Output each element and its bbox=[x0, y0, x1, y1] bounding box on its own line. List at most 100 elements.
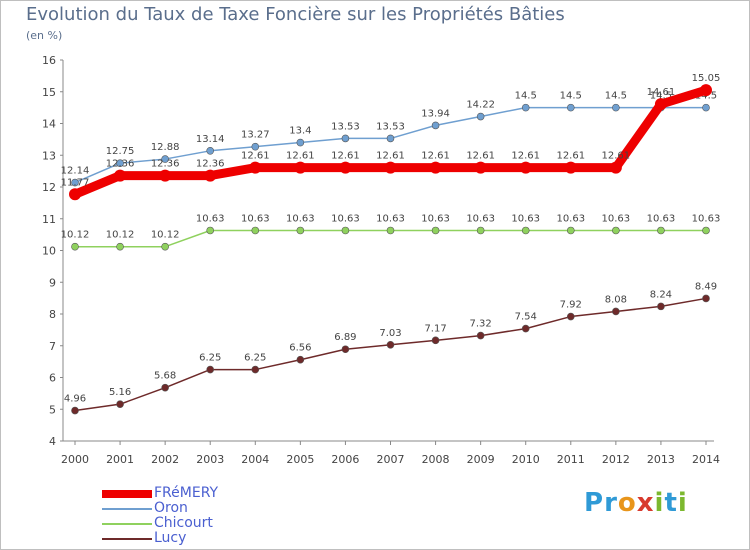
data-point-frmery bbox=[249, 161, 262, 174]
data-point-frmery bbox=[384, 161, 397, 174]
y-tick-label: 11 bbox=[42, 213, 56, 226]
data-label-oron: 13.94 bbox=[421, 108, 450, 119]
data-label-chicourt: 10.63 bbox=[286, 213, 315, 224]
data-point-lucy bbox=[71, 406, 79, 415]
data-point-frmery bbox=[114, 169, 127, 182]
data-point-chicourt bbox=[341, 226, 350, 235]
x-tick-label: 2001 bbox=[106, 453, 134, 466]
x-tick-label: 2006 bbox=[331, 453, 359, 466]
x-tick-label: 2014 bbox=[692, 453, 720, 466]
data-point-oron bbox=[161, 155, 169, 163]
data-label-lucy: 6.25 bbox=[199, 353, 221, 364]
data-label-oron: 12.14 bbox=[61, 166, 90, 177]
data-label-chicourt: 10.63 bbox=[331, 213, 360, 224]
data-label-oron: 13.14 bbox=[196, 134, 225, 145]
y-tick-label: 9 bbox=[49, 276, 56, 289]
data-label-chicourt: 10.63 bbox=[511, 213, 540, 224]
data-label-frmery: 11.77 bbox=[61, 177, 90, 188]
y-tick-label: 12 bbox=[42, 181, 56, 194]
data-point-chicourt bbox=[566, 226, 575, 235]
y-tick-label: 14 bbox=[42, 118, 56, 131]
x-tick-label: 2004 bbox=[241, 453, 269, 466]
data-label-frmery: 12.61 bbox=[241, 151, 270, 162]
data-label-oron: 13.27 bbox=[241, 130, 270, 141]
data-label-frmery: 12.61 bbox=[556, 151, 585, 162]
data-label-lucy: 7.32 bbox=[470, 319, 492, 330]
data-label-oron: 12.75 bbox=[106, 146, 135, 157]
data-point-chicourt bbox=[476, 226, 485, 235]
data-label-chicourt: 10.63 bbox=[647, 213, 676, 224]
x-tick-label: 2009 bbox=[467, 453, 495, 466]
data-point-oron bbox=[476, 112, 485, 121]
data-point-chicourt bbox=[71, 242, 79, 251]
data-label-oron: 14.5 bbox=[560, 91, 582, 102]
y-tick-label: 8 bbox=[49, 308, 56, 321]
logo-letter: t bbox=[664, 488, 678, 518]
data-label-lucy: 7.03 bbox=[379, 328, 401, 339]
x-tick-label: 2003 bbox=[196, 453, 224, 466]
legend-swatch-oron bbox=[102, 508, 152, 510]
data-label-frmery: 12.61 bbox=[602, 151, 631, 162]
data-label-lucy: 7.54 bbox=[515, 312, 537, 323]
data-label-frmery: 12.61 bbox=[466, 151, 495, 162]
data-label-oron: 13.4 bbox=[289, 126, 311, 137]
data-point-chicourt bbox=[386, 226, 395, 235]
legend-label-chicourt: Chicourt bbox=[154, 515, 213, 531]
data-label-lucy: 7.17 bbox=[424, 323, 446, 334]
logo-letter: P bbox=[584, 488, 605, 518]
data-point-oron bbox=[431, 121, 440, 130]
data-label-frmery: 14.61 bbox=[647, 87, 676, 98]
data-point-oron bbox=[116, 159, 124, 167]
y-tick-label: 15 bbox=[42, 86, 56, 99]
data-label-frmery: 12.36 bbox=[196, 159, 225, 170]
data-label-lucy: 8.24 bbox=[650, 289, 672, 300]
data-point-frmery bbox=[609, 161, 622, 174]
data-label-frmery: 12.61 bbox=[421, 151, 450, 162]
x-tick-label: 2012 bbox=[602, 453, 630, 466]
data-label-frmery: 12.36 bbox=[151, 159, 180, 170]
logo-letter: o bbox=[617, 488, 637, 518]
data-point-lucy bbox=[476, 331, 485, 340]
data-point-chicourt bbox=[296, 226, 305, 235]
data-point-lucy bbox=[612, 307, 620, 316]
data-label-chicourt: 10.63 bbox=[556, 213, 585, 224]
y-tick-label: 6 bbox=[49, 372, 56, 385]
data-point-chicourt bbox=[251, 226, 260, 235]
legend-label-oron: Oron bbox=[154, 500, 188, 516]
chart-title: Evolution du Taux de Taxe Foncière sur l… bbox=[26, 4, 565, 25]
data-label-chicourt: 10.63 bbox=[196, 213, 225, 224]
data-point-chicourt bbox=[161, 242, 169, 251]
y-tick-label: 7 bbox=[49, 340, 56, 353]
x-tick-label: 2005 bbox=[286, 453, 314, 466]
data-label-chicourt: 10.63 bbox=[466, 213, 495, 224]
data-point-lucy bbox=[431, 336, 440, 345]
data-label-lucy: 5.16 bbox=[109, 387, 131, 398]
legend-label-lucy: Lucy bbox=[154, 530, 187, 546]
data-point-chicourt bbox=[612, 226, 620, 235]
data-point-frmery bbox=[564, 161, 577, 174]
data-label-chicourt: 10.12 bbox=[106, 230, 135, 241]
logo-letter: i bbox=[654, 488, 665, 518]
legend-swatch-fremery bbox=[102, 490, 152, 498]
y-tick-label: 4 bbox=[49, 435, 56, 448]
logo-letter: x bbox=[636, 488, 655, 518]
legend-label-fremery: FRéMERY bbox=[154, 485, 219, 501]
data-point-oron bbox=[71, 178, 79, 187]
data-point-frmery bbox=[159, 169, 172, 182]
data-point-lucy bbox=[251, 365, 260, 374]
data-point-lucy bbox=[702, 294, 710, 303]
data-point-lucy bbox=[161, 383, 169, 392]
data-point-frmery bbox=[294, 161, 307, 174]
data-point-lucy bbox=[296, 355, 305, 364]
data-label-lucy: 7.92 bbox=[560, 300, 582, 311]
data-label-chicourt: 10.63 bbox=[421, 213, 450, 224]
data-point-oron bbox=[702, 103, 710, 112]
data-point-chicourt bbox=[702, 226, 710, 235]
data-label-lucy: 6.25 bbox=[244, 353, 266, 364]
data-point-oron bbox=[296, 138, 305, 147]
data-point-lucy bbox=[657, 302, 665, 311]
y-tick-label: 10 bbox=[42, 245, 56, 258]
data-point-frmery bbox=[474, 161, 487, 174]
